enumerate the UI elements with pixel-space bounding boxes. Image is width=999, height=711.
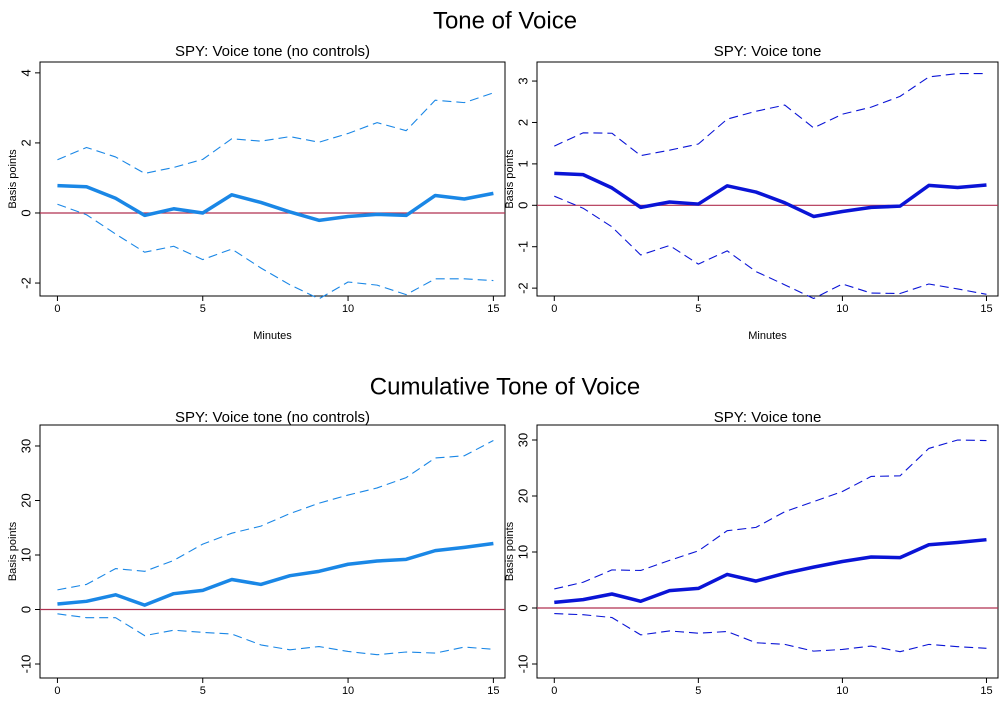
y-tick-label: 10	[515, 545, 530, 559]
x-tick-label: 10	[836, 685, 848, 697]
y-tick-label: 30	[18, 439, 33, 453]
y-tick-label: 2	[515, 119, 530, 126]
plot-frame	[536, 61, 999, 297]
confidence-band	[57, 440, 494, 591]
estimate-line	[57, 541, 494, 607]
y-axis-label: Basis points	[7, 521, 19, 581]
confidence-band	[554, 613, 987, 653]
y-tick-label: 2	[18, 139, 33, 146]
confidence-band	[57, 613, 494, 656]
x-tick-label: 5	[695, 685, 701, 697]
confidence-band	[57, 92, 494, 174]
y-axis-label: Basis points	[504, 149, 516, 209]
x-tick-label: 10	[342, 303, 354, 315]
confidence-band	[554, 195, 987, 300]
plot-frame	[39, 424, 506, 679]
y-tick-label: 4	[18, 69, 33, 76]
estimate-line	[554, 171, 987, 219]
x-tick-label: 0	[54, 303, 60, 315]
estimate-line	[554, 537, 987, 605]
plot-frame	[536, 424, 999, 679]
x-tick-label: 10	[836, 303, 848, 315]
x-tick-label: 5	[695, 303, 701, 315]
section-heading: Tone of Voice	[433, 7, 577, 34]
y-tick-label: -1	[515, 241, 530, 253]
y-axis-label: Basis points	[7, 149, 19, 209]
x-axis-label: Minutes	[253, 330, 292, 342]
y-tick-label: 1	[515, 160, 530, 167]
x-tick-label: 15	[980, 303, 992, 315]
x-tick-label: 0	[551, 685, 557, 697]
y-tick-label: 0	[18, 209, 33, 216]
section-heading: Cumulative Tone of Voice	[370, 373, 640, 400]
confidence-band	[57, 203, 494, 300]
chart-title: SPY: Voice tone	[714, 409, 822, 426]
y-tick-label: 20	[18, 493, 33, 507]
x-tick-label: 15	[980, 685, 992, 697]
y-axis-label: Basis points	[504, 521, 516, 581]
chart-title: SPY: Voice tone	[714, 43, 822, 60]
confidence-band	[554, 439, 987, 590]
x-tick-label: 5	[200, 685, 206, 697]
y-tick-label: 0	[18, 606, 33, 613]
x-tick-label: 15	[487, 303, 499, 315]
y-tick-label: 0	[515, 604, 530, 611]
chart-title: SPY: Voice tone (no controls)	[175, 43, 370, 60]
chart-title: SPY: Voice tone (no controls)	[175, 409, 370, 426]
x-tick-label: 0	[551, 303, 557, 315]
y-tick-label: -10	[515, 655, 530, 674]
y-tick-label: -10	[18, 655, 33, 674]
x-axis-label: Minutes	[748, 330, 787, 342]
y-tick-label: 20	[515, 489, 530, 503]
y-tick-label: 0	[515, 202, 530, 209]
x-tick-label: 15	[487, 685, 499, 697]
estimate-line	[57, 183, 494, 223]
x-tick-label: 5	[200, 303, 206, 315]
confidence-band	[554, 73, 987, 157]
plot-frame	[39, 61, 506, 297]
y-tick-label: 10	[18, 548, 33, 562]
x-tick-label: 10	[342, 685, 354, 697]
y-tick-label: 3	[515, 77, 530, 84]
x-tick-label: 0	[54, 685, 60, 697]
y-tick-label: -2	[515, 282, 530, 294]
y-tick-label: -2	[18, 277, 33, 289]
y-tick-label: 30	[515, 433, 530, 447]
